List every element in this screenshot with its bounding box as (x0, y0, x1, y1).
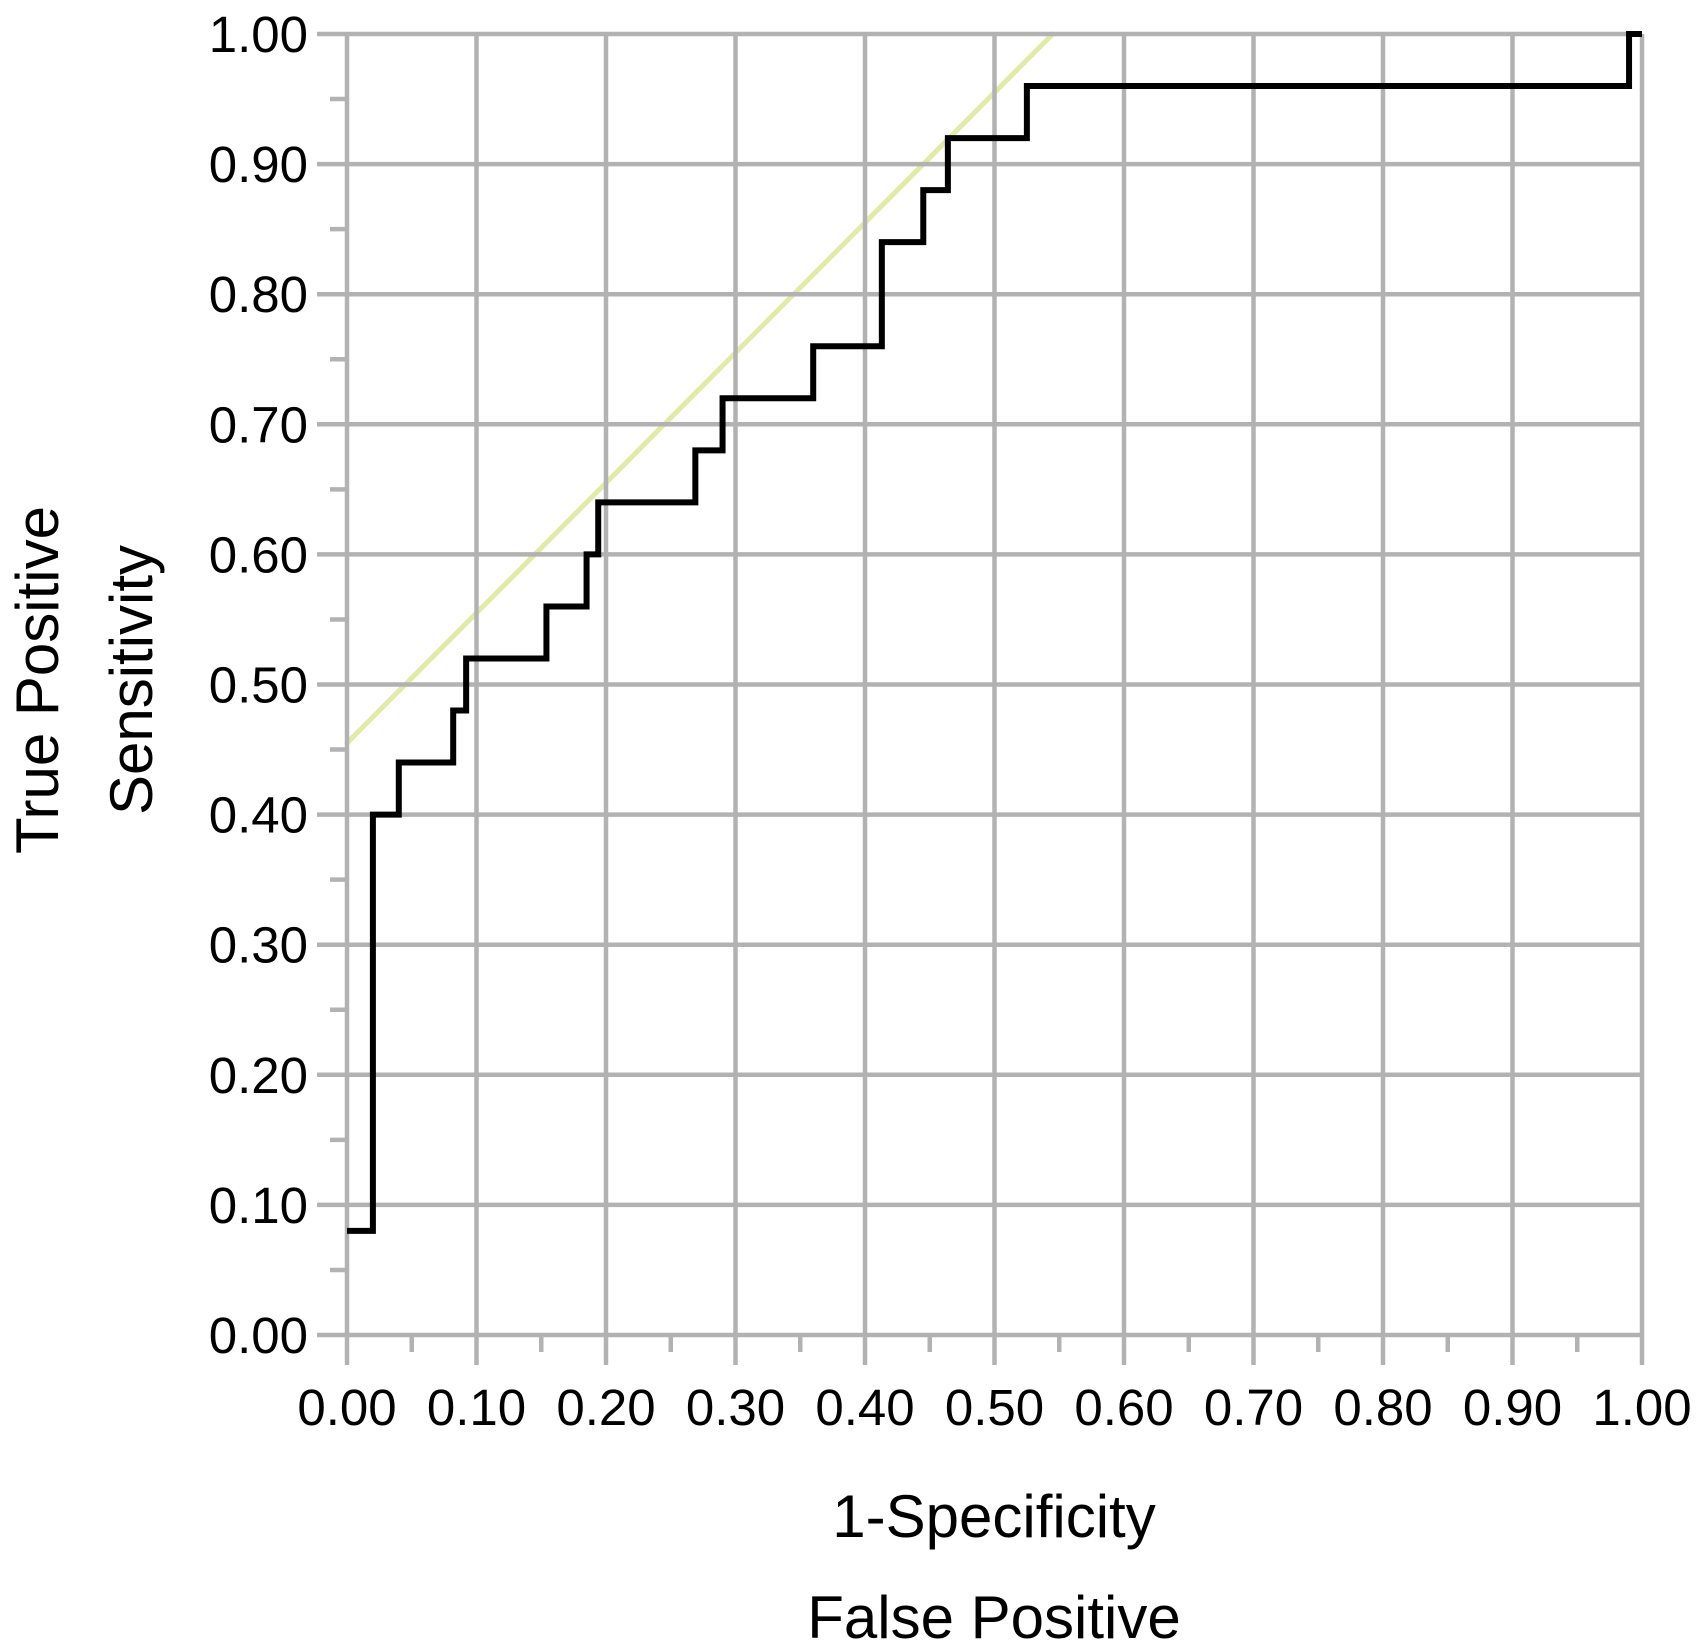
x-axis-title-line1: 1-Specificity (832, 1483, 1155, 1550)
roc-curve (347, 31, 1642, 1234)
x-tick-label: 0.30 (686, 1379, 785, 1436)
y-tick-label: 0.60 (209, 526, 308, 583)
y-tick-label: 0.50 (209, 657, 308, 714)
x-tick-label: 0.40 (815, 1379, 914, 1436)
x-axis-title-line2: False Positive (807, 1584, 1180, 1647)
y-axis-title-line2: Sensitivity (98, 545, 165, 815)
tick-label-layer: 0.00 0.10 0.20 0.30 0.40 0.50 0.60 0.70 0.80 0.90… (209, 6, 1692, 1436)
y-tick-label: 0.20 (209, 1047, 308, 1104)
x-tick-label: 0.70 (1204, 1379, 1303, 1436)
x-tick-label: 1.00 (1592, 1379, 1691, 1436)
roc-curve-layer (347, 31, 1642, 1234)
y-axis-title-line1: True Positive (4, 506, 71, 854)
x-tick-label: 0.10 (427, 1379, 526, 1436)
x-tick-label: 0.50 (945, 1379, 1044, 1436)
y-tick-label: 0.70 (209, 396, 308, 453)
y-tick-label: 0.30 (209, 917, 308, 974)
x-tick-label: 0.60 (1074, 1379, 1173, 1436)
gridline-layer (317, 31, 1645, 1365)
y-tick-label: 0.00 (209, 1307, 308, 1364)
reference-diagonal-line (344, 31, 1056, 746)
x-tick-label: 0.20 (556, 1379, 655, 1436)
y-tick-label: 0.90 (209, 136, 308, 193)
reference-line-layer (344, 31, 1056, 746)
x-tick-label: 0.80 (1333, 1379, 1432, 1436)
x-tick-label: 0.90 (1463, 1379, 1562, 1436)
y-tick-label: 1.00 (209, 6, 308, 63)
y-tick-label: 0.40 (209, 787, 308, 844)
y-tick-label: 0.80 (209, 266, 308, 323)
y-tick-label: 0.10 (209, 1177, 308, 1234)
x-tick-label: 0.00 (297, 1379, 396, 1436)
